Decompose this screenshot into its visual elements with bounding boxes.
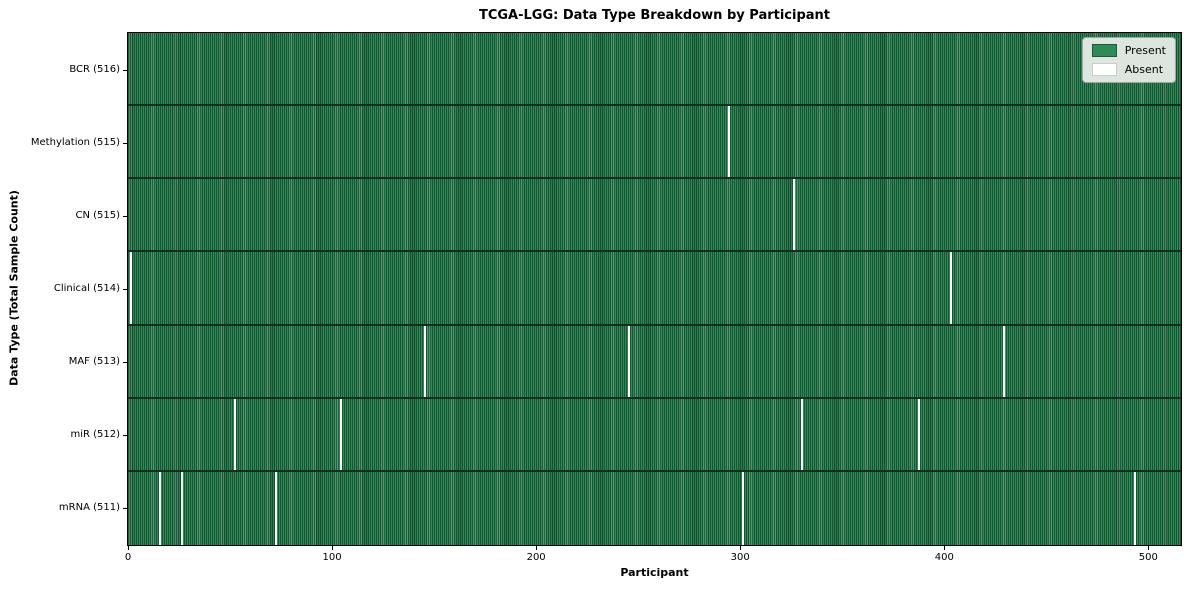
absent-marker <box>340 398 343 470</box>
y-tick-label: BCR (516) <box>69 63 120 75</box>
y-tick-mark <box>123 508 127 510</box>
x-axis-label: Participant <box>620 566 689 579</box>
absent-marker <box>1003 325 1006 397</box>
absent-marker <box>274 471 277 545</box>
absent-marker <box>627 325 630 397</box>
chart-row-cn <box>128 179 1181 253</box>
x-tick-mark <box>128 546 129 550</box>
chart-row-bcr <box>128 33 1181 107</box>
absent-marker <box>234 398 237 470</box>
chart-row-clinical <box>128 252 1181 326</box>
absent-marker <box>917 398 920 470</box>
legend-swatch-absent <box>1091 63 1117 76</box>
y-tick-label: mRNA (511) <box>58 502 120 514</box>
y-tick-label: miR (512) <box>70 429 120 441</box>
legend: Present Absent <box>1081 37 1176 83</box>
absent-marker <box>423 325 426 397</box>
absent-marker <box>1134 471 1137 545</box>
x-tick-mark <box>1148 546 1150 550</box>
legend-entry: Absent <box>1091 63 1166 76</box>
x-tick-label: 400 <box>934 552 954 563</box>
x-tick-mark <box>944 546 946 550</box>
y-tick-label: CN (515) <box>75 209 120 221</box>
plot-area: Present Absent <box>127 32 1182 546</box>
y-tick-mark <box>123 362 127 364</box>
absent-marker <box>950 252 953 324</box>
chart-row-mir <box>128 398 1181 472</box>
y-tick-mark <box>123 215 127 217</box>
x-tick-mark <box>536 546 538 550</box>
y-tick-mark <box>123 69 127 71</box>
absent-marker <box>801 398 804 470</box>
y-tick-label: Methylation (515) <box>30 136 120 148</box>
legend-label: Present <box>1124 44 1166 57</box>
x-tick-mark <box>332 546 334 550</box>
x-tick-label: 0 <box>124 552 132 563</box>
legend-label: Absent <box>1124 63 1164 76</box>
x-tick-mark <box>740 546 742 550</box>
absent-marker <box>727 106 730 178</box>
chart-row-methylation <box>128 106 1181 180</box>
legend-swatch-present <box>1091 44 1117 57</box>
chart-title: TCGA-LGG: Data Type Breakdown by Partici… <box>478 8 831 23</box>
y-tick-mark <box>123 435 127 437</box>
absent-marker <box>181 471 184 545</box>
x-tick-label: 300 <box>730 552 750 563</box>
absent-marker <box>130 252 133 324</box>
x-tick-label: 500 <box>1138 552 1158 563</box>
y-tick-label: MAF (513) <box>68 356 120 368</box>
y-tick-mark <box>123 289 127 290</box>
x-tick-label: 100 <box>322 552 342 563</box>
y-tick-label: Clinical (514) <box>53 283 120 294</box>
absent-marker <box>158 471 161 545</box>
absent-marker <box>742 471 745 545</box>
chart-row-maf <box>128 325 1181 399</box>
absent-marker <box>793 179 796 251</box>
legend-entry: Present <box>1091 44 1166 57</box>
y-tick-mark <box>123 142 127 144</box>
chart-row-mrna <box>128 471 1181 545</box>
x-tick-label: 200 <box>526 552 546 563</box>
